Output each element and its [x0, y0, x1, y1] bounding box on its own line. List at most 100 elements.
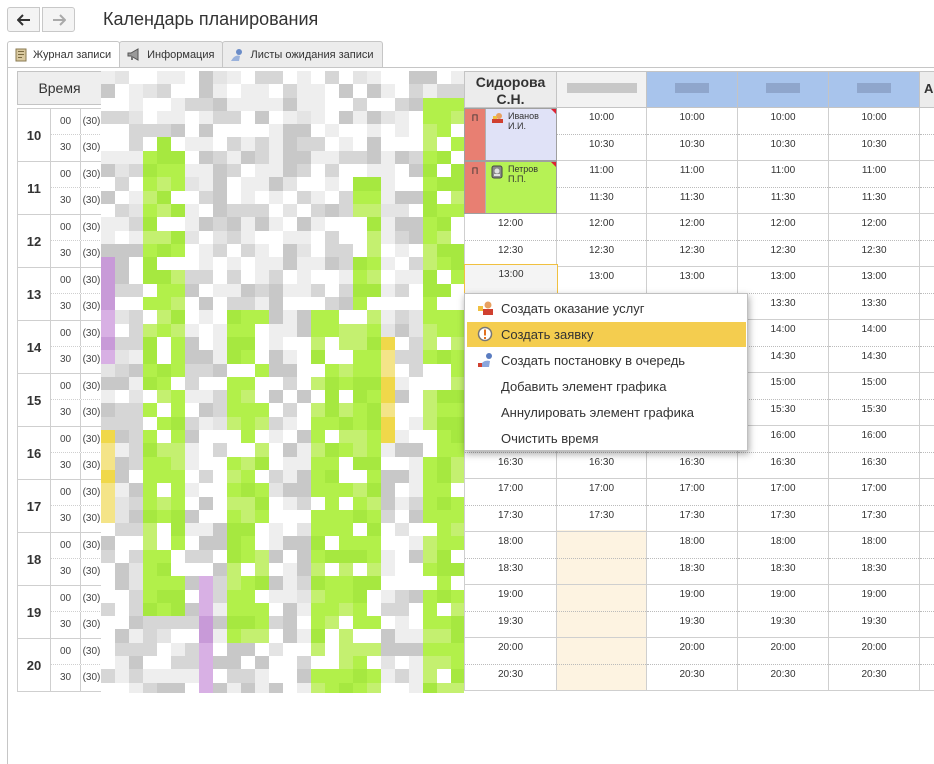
time-slot-cell[interactable]: 12:30: [829, 241, 919, 267]
time-slot-cell[interactable]: 20:30: [829, 665, 919, 691]
time-slot-row[interactable]: 30 (30): [51, 188, 102, 214]
time-slot-cell[interactable]: 10:30: [557, 135, 646, 161]
time-slot-cell[interactable]: [920, 161, 934, 188]
time-slot-cell[interactable]: 10:30: [647, 135, 737, 161]
time-slot-cell[interactable]: 14:30: [829, 347, 919, 373]
time-slot-cell[interactable]: 17:30: [738, 506, 828, 532]
time-slot-cell[interactable]: 13:00: [738, 267, 828, 294]
time-slot-cell[interactable]: 11:30: [738, 188, 828, 214]
doctor-header-sidorova[interactable]: Сидорова С.Н.: [464, 71, 557, 108]
doctor-header-4[interactable]: [738, 71, 829, 108]
time-slot-cell[interactable]: 13:30: [738, 294, 828, 320]
time-slot-row[interactable]: 30 (30): [51, 612, 102, 638]
time-slot-cell[interactable]: 19:00: [465, 585, 556, 612]
time-slot-cell[interactable]: [920, 479, 934, 506]
menu-create-queue[interactable]: Создать постановку в очередь: [467, 348, 746, 373]
time-slot-row[interactable]: 30 (30): [51, 241, 102, 267]
time-slot-cell[interactable]: [920, 506, 934, 532]
time-slot-row[interactable]: 30 (30): [51, 453, 102, 479]
time-slot-cell[interactable]: 18:30: [829, 559, 919, 585]
time-slot-cell[interactable]: 20:30: [647, 665, 737, 691]
time-slot-cell[interactable]: 20:00: [738, 638, 828, 665]
time-slot-cell[interactable]: 12:00: [647, 214, 737, 241]
time-slot-cell[interactable]: 10:00: [557, 108, 646, 135]
time-slot-cell[interactable]: 14:00: [829, 320, 919, 347]
time-slot-row[interactable]: 30 (30): [51, 347, 102, 373]
time-slot-cell[interactable]: 12:00: [557, 214, 646, 241]
time-slot-cell[interactable]: [920, 638, 934, 665]
time-slot-cell[interactable]: 16:30: [647, 453, 737, 479]
time-slot-cell[interactable]: [557, 665, 646, 691]
back-button[interactable]: [7, 7, 40, 32]
time-slot-cell[interactable]: 10:00: [647, 108, 737, 135]
time-slot-cell[interactable]: 18:30: [465, 559, 556, 585]
time-slot-row[interactable]: 00 (30): [51, 427, 102, 453]
time-slot-cell[interactable]: 11:30: [829, 188, 919, 214]
time-slot-cell[interactable]: 19:00: [647, 585, 737, 612]
time-slot-cell[interactable]: [920, 559, 934, 585]
forward-button[interactable]: [42, 7, 75, 32]
time-slot-cell[interactable]: [557, 585, 646, 612]
time-slot-cell[interactable]: [920, 585, 934, 612]
time-slot-cell[interactable]: [920, 267, 934, 294]
menu-create-service[interactable]: Создать оказание услуг: [467, 296, 746, 321]
time-slot-cell[interactable]: [557, 612, 646, 638]
time-slot-cell[interactable]: 19:30: [465, 612, 556, 638]
time-slot-row[interactable]: 30 (30): [51, 506, 102, 532]
tab-info[interactable]: Информация: [119, 41, 224, 67]
time-slot-cell[interactable]: 20:00: [465, 638, 556, 665]
time-slot-cell[interactable]: 13:00: [829, 267, 919, 294]
doctor-header-6[interactable]: А: [920, 71, 934, 108]
time-slot-cell[interactable]: 16:30: [465, 453, 556, 479]
time-slot-cell[interactable]: 16:00: [738, 426, 828, 453]
time-slot-cell[interactable]: [920, 320, 934, 347]
time-slot-cell[interactable]: 11:30: [557, 188, 646, 214]
time-slot-row[interactable]: 00 (30): [51, 268, 102, 294]
menu-clear-time[interactable]: Очистить время: [467, 426, 746, 451]
time-slot-cell[interactable]: 18:00: [738, 532, 828, 559]
tab-waitlists[interactable]: Листы ожидания записи: [222, 41, 383, 67]
time-slot-cell[interactable]: 15:00: [738, 373, 828, 400]
time-slot-cell[interactable]: 17:00: [557, 479, 646, 506]
tab-journal[interactable]: Журнал записи: [7, 41, 121, 68]
time-slot-cell[interactable]: 17:00: [738, 479, 828, 506]
time-slot-cell[interactable]: 17:30: [829, 506, 919, 532]
time-slot-cell[interactable]: [557, 559, 646, 585]
time-slot-cell[interactable]: 11:00: [829, 161, 919, 188]
time-slot-cell[interactable]: 16:30: [829, 453, 919, 479]
time-slot-cell[interactable]: 19:30: [829, 612, 919, 638]
appointment-ivanov[interactable]: П Иванов И.И.: [464, 108, 557, 161]
time-slot-cell[interactable]: [920, 241, 934, 267]
time-slot-cell[interactable]: 13:00: [557, 267, 646, 294]
time-slot-cell[interactable]: [920, 665, 934, 691]
time-slot-cell[interactable]: 17:30: [557, 506, 646, 532]
time-slot-row[interactable]: 30 (30): [51, 294, 102, 320]
time-slot-cell[interactable]: 19:30: [647, 612, 737, 638]
time-slot-cell[interactable]: 18:00: [465, 532, 556, 559]
time-slot-cell[interactable]: 19:00: [738, 585, 828, 612]
time-slot-cell[interactable]: 19:30: [738, 612, 828, 638]
time-slot-row[interactable]: 30 (30): [51, 559, 102, 585]
time-slot-row[interactable]: 00 (30): [51, 533, 102, 559]
time-slot-cell[interactable]: 11:30: [647, 188, 737, 214]
time-slot-row[interactable]: 30 (30): [51, 665, 102, 691]
time-slot-cell[interactable]: 13:30: [829, 294, 919, 320]
time-slot-cell[interactable]: 20:30: [738, 665, 828, 691]
time-slot-cell[interactable]: 12:00: [829, 214, 919, 241]
time-slot-cell[interactable]: 12:30: [647, 241, 737, 267]
time-slot-cell[interactable]: [920, 612, 934, 638]
time-slot-cell[interactable]: 10:30: [738, 135, 828, 161]
time-slot-cell[interactable]: 17:30: [647, 506, 737, 532]
time-slot-row[interactable]: 00 (30): [51, 215, 102, 241]
time-slot-cell[interactable]: 11:00: [738, 161, 828, 188]
time-slot-cell[interactable]: 12:30: [557, 241, 646, 267]
time-slot-cell[interactable]: 14:30: [738, 347, 828, 373]
time-slot-cell[interactable]: [920, 214, 934, 241]
time-slot-row[interactable]: 00 (30): [51, 639, 102, 665]
time-slot-cell[interactable]: 17:00: [647, 479, 737, 506]
time-slot-cell[interactable]: [557, 532, 646, 559]
time-slot-cell[interactable]: 18:30: [647, 559, 737, 585]
time-slot-cell[interactable]: 15:30: [829, 400, 919, 426]
time-slot-cell[interactable]: 16:30: [557, 453, 646, 479]
time-slot-row[interactable]: 00 (30): [51, 162, 102, 188]
